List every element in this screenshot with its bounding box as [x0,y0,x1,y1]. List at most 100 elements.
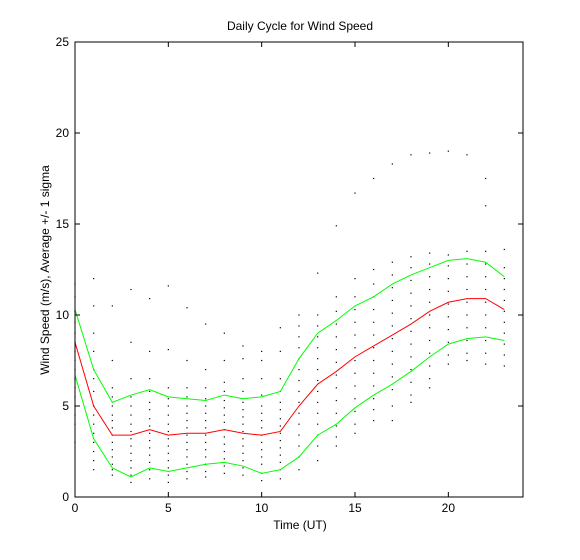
observation-point-1-13 [93,460,95,462]
observation-point-17-4 [391,299,393,302]
observation-point-10-9 [261,441,263,443]
observation-point-3-2 [130,378,132,380]
observation-point-9-11 [242,452,244,454]
observation-point-11-0 [279,327,281,329]
series-lines [74,258,505,478]
observation-point-7-14 [205,476,207,478]
observation-point-23-9 [503,354,505,356]
observation-point-6-12 [186,463,188,465]
observation-point-17-11 [391,389,393,391]
observation-point-22-6 [485,301,487,303]
y-tick-label-10: 10 [56,308,70,322]
observation-point-17-1 [391,261,393,263]
observation-point-16-7 [373,347,375,349]
observation-point-7-5 [205,412,207,414]
observation-point-1-10 [93,432,95,434]
observation-point-12-9 [298,412,300,414]
observation-point-4-11 [149,454,151,456]
observation-points [74,150,505,484]
observation-point-14-12 [335,436,337,438]
observation-point-10-14 [261,480,263,482]
observation-point-6-7 [186,427,188,429]
observation-point-20-7 [447,328,449,331]
observation-point-11-10 [279,447,281,449]
observation-point-17-12 [391,405,393,407]
observation-point-15-5 [354,334,356,336]
observation-point-12-8 [298,401,300,403]
observation-point-9-13 [242,467,244,469]
observation-point-5-12 [167,467,169,469]
observation-point-18-11 [410,381,412,383]
y-tick-label-5: 5 [62,399,69,413]
observation-point-20-9 [447,354,449,356]
observation-point-19-4 [429,288,431,291]
observation-point-16-10 [373,385,375,387]
x-tick-label-0: 0 [72,501,79,515]
observation-point-4-1 [149,350,151,352]
observation-point-19-3 [429,276,431,278]
observation-point-23-2 [503,278,505,280]
observation-point-15-0 [354,192,356,194]
observation-point-1-6 [93,390,95,393]
observation-point-3-6 [130,423,132,425]
observation-point-19-0 [429,152,431,154]
observation-point-12-3 [298,347,300,349]
observation-point-13-1 [317,314,319,316]
observation-point-3-5 [130,414,132,416]
observation-point-4-7 [149,425,151,427]
observation-point-7-0 [205,323,207,325]
observation-point-2-3 [111,396,113,398]
upper-line [74,258,505,403]
observation-point-7-13 [205,470,207,473]
plot-frame [74,41,524,498]
observation-point-22-5 [485,288,487,291]
observation-point-17-6 [391,325,393,327]
observation-point-19-10 [429,365,431,367]
observation-point-8-2 [223,381,225,383]
observation-point-18-13 [410,401,412,403]
observation-point-21-8 [466,339,468,342]
observation-point-2-2 [111,387,113,389]
observation-point-22-10 [485,352,487,354]
observation-point-23-7 [503,332,505,334]
observation-point-1-0 [93,278,95,280]
observation-point-21-7 [466,327,468,329]
observation-point-20-8 [447,341,449,343]
observation-point-19-8 [429,339,431,342]
observation-point-4-4 [149,401,151,403]
observation-point-8-0 [223,332,225,334]
observation-point-9-12 [242,460,244,462]
observation-point-8-13 [223,465,225,467]
observation-point-14-0 [335,225,337,227]
observation-point-14-13 [335,445,337,447]
observation-point-4-12 [149,461,151,464]
observation-point-16-0 [373,177,375,180]
observation-point-18-6 [410,318,412,320]
observation-point-11-12 [279,461,281,464]
observation-point-19-5 [429,301,431,303]
observation-point-19-1 [429,252,431,254]
observation-point-5-14 [167,481,169,484]
observation-point-4-3 [149,390,151,393]
observation-point-2-1 [111,359,113,362]
observation-point-3-11 [130,460,132,462]
y-tick-label-0: 0 [62,490,69,504]
observation-point-5-13 [167,474,169,476]
observation-point-20-2 [447,265,449,267]
observation-point-13-6 [317,369,319,371]
observation-point-21-2 [466,263,468,265]
x-tick-label-15: 15 [348,501,362,515]
observation-point-6-2 [186,387,188,389]
observation-point-10-3 [261,394,263,396]
mean-line [74,298,505,436]
x-tick-label-10: 10 [255,501,269,515]
observation-point-14-5 [335,348,337,351]
observation-point-17-10 [391,376,393,378]
observation-point-13-7 [317,379,319,382]
observation-point-3-9 [130,445,132,447]
observation-point-9-6 [242,416,244,418]
observation-point-2-6 [111,419,113,422]
observation-point-13-5 [317,358,319,360]
observation-point-22-7 [485,314,487,316]
